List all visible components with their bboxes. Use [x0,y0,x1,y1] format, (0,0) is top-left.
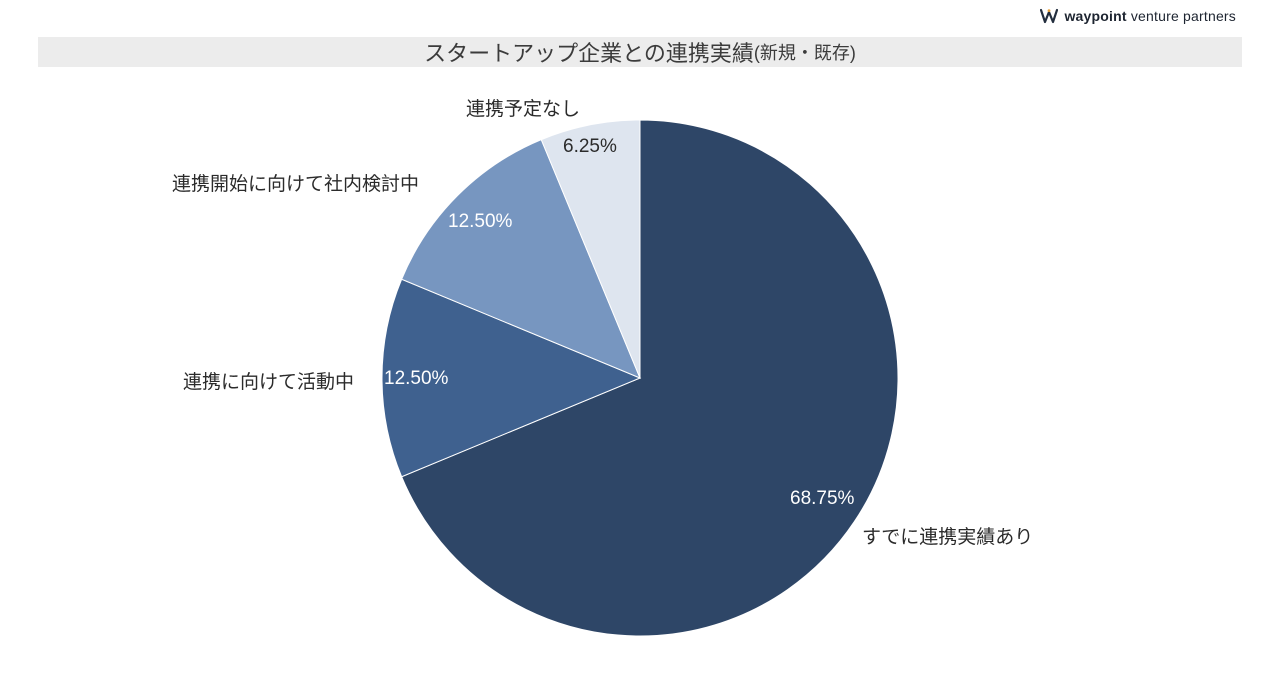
brand-text-rest: venture partners [1130,8,1236,24]
brand-text: waypoint venture partners [1064,8,1236,24]
brand-logo: waypoint venture partners [1040,8,1236,24]
pie-pct-no-plan: 6.25% [563,136,617,157]
chart-title: スタートアップ企業との連携実績 [424,41,754,66]
pie-slice-0 [400,119,899,637]
brand-text-bold: waypoint [1064,8,1127,24]
pie-slice-1 [381,278,642,478]
pie-slice-2 [400,138,641,379]
pie-pct-internal-review: 12.50% [448,211,513,232]
pie-label-working-toward: 連携に向けて活動中 [183,372,355,393]
chart-title-sub: (新規・既存) [753,43,856,63]
waypoint-w-icon [1040,8,1059,24]
pie-label-already-partnered: すでに連携実績あり [862,527,1034,548]
pie-pct-working-toward: 12.50% [384,368,449,389]
pie-label-internal-review: 連携開始に向けて社内検討中 [172,174,420,195]
pie-pct-already-partnered: 68.75% [790,488,855,509]
pie-slice-3 [540,119,641,379]
pie-label-no-plan: 連携予定なし [466,99,581,120]
chart-title-band: スタートアップ企業との連携実績 (新規・既存) [38,37,1242,67]
